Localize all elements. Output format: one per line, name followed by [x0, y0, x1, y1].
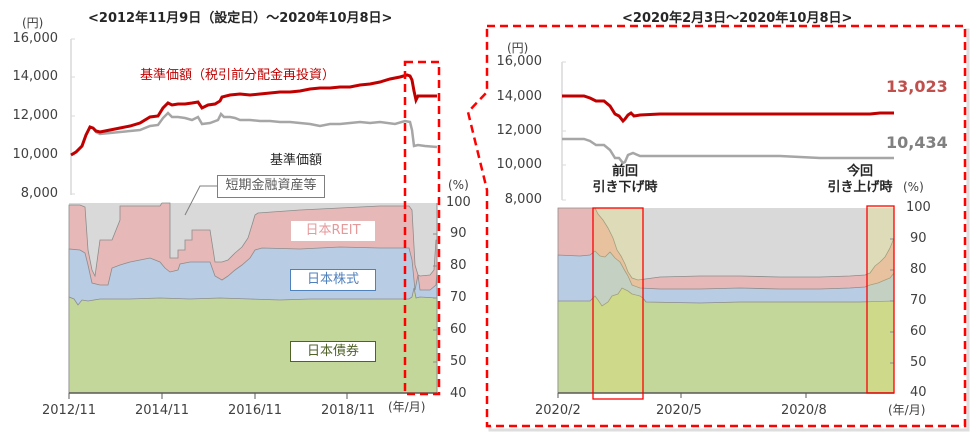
- right-y-tick: 10,000: [496, 157, 543, 172]
- left-pct-tick: 40: [450, 386, 467, 401]
- left-pct-tick: 100: [446, 195, 471, 210]
- label-reit: 日本REIT: [290, 220, 376, 242]
- left-x-tick: 2012/11: [42, 403, 97, 418]
- right-pct-tick: 100: [906, 200, 931, 215]
- left-y-tick: 14,000: [12, 69, 59, 84]
- annotation-curr-raise: 今回 引き上げ時: [820, 164, 900, 196]
- left-line-nav: [70, 111, 438, 157]
- label-bond: 日本債券: [290, 341, 376, 362]
- right-yen-unit: (円): [507, 41, 529, 55]
- left-pct-tick: 70: [450, 290, 467, 305]
- prev-highlight-fill: [593, 208, 643, 393]
- right-pct-tick: 90: [910, 231, 927, 246]
- left-y-tick: 12,000: [12, 108, 59, 123]
- left-pct-unit: (%): [448, 178, 469, 192]
- right-pct-tick: 40: [910, 385, 927, 400]
- left-pct-tick: 50: [450, 354, 467, 369]
- right-pct-tick: 80: [910, 262, 927, 277]
- cash-leader-line: [184, 185, 217, 216]
- label-cash: 短期金融資産等: [217, 175, 325, 198]
- label-nav: 基準価額: [270, 153, 323, 168]
- right-y-tick: 8,000: [504, 192, 542, 207]
- left-x-tick: 2018/11: [321, 403, 376, 418]
- end-value-reinvested: 13,023: [886, 77, 948, 96]
- right-pct-tick: 60: [910, 324, 927, 339]
- right-x-unit: (年/月): [888, 403, 926, 417]
- left-chart-title: <2012年11月9日（設定日）～2020年10月8日>: [88, 11, 393, 26]
- right-line-nav-reinvested: [562, 94, 894, 124]
- right-line-nav: [562, 137, 894, 165]
- annotation-prev-line1: 前回: [611, 164, 638, 179]
- left-yen-unit: (円): [22, 16, 44, 30]
- end-value-nav: 10,434: [886, 133, 948, 152]
- right-area-bond: [557, 287, 895, 394]
- annotation-curr-line1: 今回: [846, 164, 873, 179]
- right-y-tick: 16,000: [496, 54, 543, 69]
- prev-cut-highlight-box: [592, 207, 644, 400]
- curr-highlight-fill: [867, 206, 894, 393]
- label-equity: 日本株式: [290, 269, 376, 291]
- left-y-tick: 16,000: [12, 31, 59, 46]
- right-x-tick: 2020/2: [535, 403, 581, 418]
- left-x-tick: 2014/11: [135, 403, 190, 418]
- left-pct-tick: 60: [450, 322, 467, 337]
- right-pct-tick: 50: [910, 355, 927, 370]
- right-x-tick: 2020/5: [656, 403, 702, 418]
- left-pct-tick: 80: [450, 258, 467, 273]
- right-chart-title: <2020年2月3日～2020年10月8日>: [622, 11, 853, 26]
- right-pct-tick: 70: [910, 293, 927, 308]
- left-highlight-box: [403, 60, 441, 396]
- right-y-tick: 12,000: [496, 123, 543, 138]
- annotation-prev-line2: 引き下げ時: [592, 180, 658, 195]
- right-y-tick: 14,000: [496, 89, 543, 104]
- left-y-tick: 8,000: [20, 186, 58, 201]
- left-x-tick: 2016/11: [228, 403, 283, 418]
- annotation-curr-line2: 引き上げ時: [827, 180, 893, 195]
- right-pct-unit: (%): [903, 180, 924, 194]
- label-nav-reinvested: 基準価額（税引前分配金再投資）: [140, 68, 336, 83]
- curr-raise-highlight-box: [866, 205, 895, 394]
- left-x-unit: (年/月): [388, 400, 426, 414]
- right-x-tick: 2020/8: [781, 403, 827, 418]
- left-line-nav-reinvested: [70, 73, 437, 157]
- left-area-bond: [68, 287, 438, 394]
- left-y-tick: 10,000: [12, 147, 59, 162]
- left-pct-tick: 90: [450, 226, 467, 241]
- annotation-prev-cut: 前回 引き下げ時: [590, 164, 660, 196]
